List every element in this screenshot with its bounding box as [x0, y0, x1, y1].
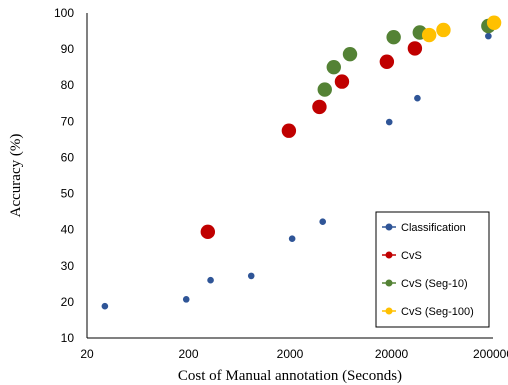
legend-label-cvs: CvS — [401, 250, 422, 262]
legend-marker-cvs — [385, 251, 393, 259]
legend-label-classification: Classification — [401, 222, 466, 234]
legend-label-cvs-seg-10: CvS (Seg-10) — [401, 278, 468, 290]
y-tick-label: 10 — [61, 331, 75, 345]
y-tick-label: 30 — [61, 259, 75, 273]
y-axis-title: Accuracy (%) — [8, 134, 24, 218]
y-tick-labels: 10 20 30 40 50 60 70 80 90 100 — [54, 6, 74, 345]
legend-marker-classification — [385, 223, 393, 231]
cvs-seg-10-point — [326, 59, 341, 75]
legend-label-cvs-seg-100: CvS (Seg-100) — [401, 306, 474, 318]
axes-layer — [86, 13, 493, 339]
classification-point — [182, 296, 190, 303]
cvs-seg-10-point — [317, 82, 332, 97]
cvs-seg-10-point — [386, 29, 401, 45]
classification-point — [247, 272, 255, 280]
y-tick-label: 50 — [61, 187, 75, 201]
classification-point — [101, 302, 109, 310]
x-tick-label: 200 — [178, 347, 198, 361]
x-tick-label: 200000 — [473, 347, 508, 361]
cvs-point — [312, 99, 327, 115]
classification-point — [414, 94, 421, 102]
x-tick-labels: 20 200 2000 20000 200000 — [80, 347, 508, 361]
cvs-point — [200, 224, 216, 240]
cvs-point — [281, 123, 297, 138]
y-tick-label: 100 — [54, 6, 74, 20]
x-axis-title: Cost of Manual annotation (Seconds) — [178, 368, 402, 384]
legend-marker-cvs-seg-100 — [385, 307, 393, 315]
cvs-seg-100-point — [436, 22, 451, 38]
cvs-point — [334, 74, 350, 89]
classification-point — [385, 118, 393, 126]
classification-point — [288, 235, 296, 242]
cvs-point — [379, 54, 395, 69]
classification-point — [207, 276, 214, 284]
cvs-seg-100-point — [486, 15, 502, 30]
classification-point — [319, 218, 327, 226]
x-tick-label: 20000 — [375, 347, 409, 361]
chart-legend: Classification CvS CvS (Seg-10) CvS (Seg-10… — [375, 211, 490, 328]
legend-box — [375, 211, 490, 328]
x-tick-label: 20 — [80, 347, 94, 361]
legend-marker-cvs-seg-10 — [385, 279, 393, 287]
cvs-seg-100-point — [421, 27, 437, 43]
cvs-point — [407, 41, 423, 56]
x-tick-label: 2000 — [277, 347, 304, 361]
y-tick-label: 90 — [61, 42, 75, 56]
y-tick-label: 60 — [61, 150, 75, 164]
classification-point — [485, 32, 492, 40]
y-tick-label: 80 — [61, 78, 75, 92]
y-tick-label: 70 — [61, 114, 75, 128]
y-tick-label: 40 — [61, 223, 75, 237]
points-layer — [101, 15, 502, 310]
cvs-seg-10-point — [342, 46, 358, 62]
y-tick-label: 20 — [61, 295, 75, 309]
